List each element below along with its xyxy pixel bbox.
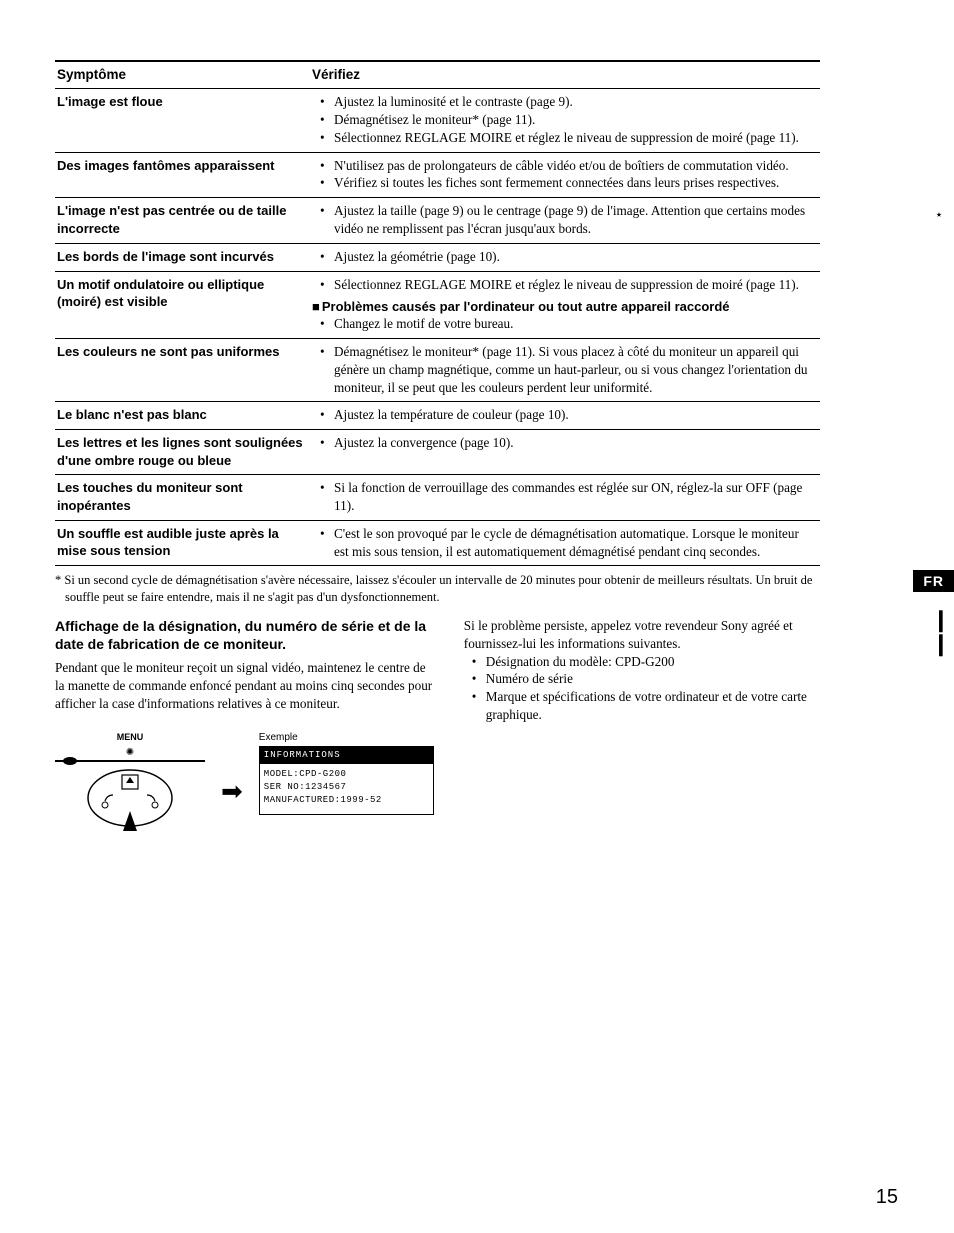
list-item: Ajustez la taille (page 9) ou le centrag… — [324, 202, 814, 238]
troubleshooting-table: Symptôme Vérifiez L'image est floue Ajust… — [55, 60, 820, 566]
verify-sublist: Changez le motif de votre bureau. — [312, 315, 814, 333]
joystick-icon: ✺ — [55, 743, 205, 833]
left-heading: Affichage de la désignation, du numéro d… — [55, 617, 434, 653]
edge-marks: ❙❙ — [932, 608, 950, 656]
osd-line3: MANUFACTURED:1999-52 — [264, 794, 429, 807]
list-item: N'utilisez pas de prolongateurs de câble… — [324, 157, 814, 175]
list-item: Changez le motif de votre bureau. — [324, 315, 814, 333]
osd-line1: MODEL:CPD-G200 — [264, 768, 429, 781]
list-item: Numéro de série — [476, 670, 820, 688]
symptom-cell: Les lettres et les lignes sont soulignée… — [55, 430, 310, 475]
table-row: Le blanc n'est pas blanc Ajustez la tempé… — [55, 402, 820, 430]
verify-cell: C'est le son provoqué par le cycle de dé… — [310, 520, 820, 566]
sub-heading: Problèmes causés par l'ordinateur ou tou… — [312, 298, 814, 316]
list-item: Sélectionnez REGLAGE MOIRE et réglez le … — [324, 129, 814, 147]
list-item: Désignation du modèle: CPD-G200 — [476, 653, 820, 671]
th-verify: Vérifiez — [310, 61, 820, 89]
verify-list: Ajustez la température de couleur (page … — [312, 406, 814, 424]
symptom-cell: L'image est floue — [55, 89, 310, 152]
verify-cell: Ajustez la géométrie (page 10). — [310, 243, 820, 271]
table-row: Un souffle est audible juste après la mi… — [55, 520, 820, 566]
verify-list: Ajustez la géométrie (page 10). — [312, 248, 814, 266]
verify-list: Ajustez la convergence (page 10). — [312, 434, 814, 452]
control-diagram: MENU ✺ — [55, 731, 205, 838]
symptom-cell: Les bords de l'image sont incurvés — [55, 243, 310, 271]
osd-line2: SER NO:1234567 — [264, 781, 429, 794]
symptom-cell: Un souffle est audible juste après la mi… — [55, 520, 310, 566]
verify-cell: Ajustez la taille (page 9) ou le centrag… — [310, 198, 820, 244]
verify-list: N'utilisez pas de prolongateurs de câble… — [312, 157, 814, 193]
symptom-cell: Les touches du moniteur sont inopérantes — [55, 475, 310, 521]
footnote: * Si un second cycle de démagnétisation … — [55, 572, 820, 605]
table-row: Un motif ondulatoire ou elliptique (moir… — [55, 271, 820, 338]
page-content: Symptôme Vérifiez L'image est floue Ajust… — [0, 0, 870, 838]
osd-example-label: Exemple — [259, 731, 434, 745]
symptom-cell: Un motif ondulatoire ou elliptique (moir… — [55, 271, 310, 338]
verify-cell: Sélectionnez REGLAGE MOIRE et réglez le … — [310, 271, 820, 338]
right-list: Désignation du modèle: CPD-G200Numéro de… — [464, 653, 820, 724]
table-row: Les touches du moniteur sont inopérantes… — [55, 475, 820, 521]
right-p1: Si le problème persiste, appelez votre r… — [464, 617, 820, 653]
verify-cell: N'utilisez pas de prolongateurs de câble… — [310, 152, 820, 198]
menu-label: MENU — [55, 731, 205, 743]
language-tab: FR — [913, 570, 954, 592]
symptom-cell: Le blanc n'est pas blanc — [55, 402, 310, 430]
symptom-cell: L'image n'est pas centrée ou de taille i… — [55, 198, 310, 244]
list-item: Ajustez la géométrie (page 10). — [324, 248, 814, 266]
osd-body: MODEL:CPD-G200 SER NO:1234567 MANUFACTUR… — [259, 764, 434, 815]
arrow-icon: ➡ — [221, 774, 243, 809]
svg-text:✺: ✺ — [126, 747, 134, 758]
right-column: Si le problème persiste, appelez votre r… — [464, 617, 820, 838]
list-item: Si la fonction de verrouillage des comma… — [324, 479, 814, 515]
verify-list: Ajustez la taille (page 9) ou le centrag… — [312, 202, 814, 238]
verify-list: C'est le son provoqué par le cycle de dé… — [312, 525, 814, 561]
verify-cell: Si la fonction de verrouillage des comma… — [310, 475, 820, 521]
left-column: Affichage de la désignation, du numéro d… — [55, 617, 434, 838]
list-item: Ajustez la luminosité et le contraste (p… — [324, 93, 814, 111]
list-item: Vérifiez si toutes les fiches sont ferme… — [324, 174, 814, 192]
symptom-cell: Des images fantômes apparaissent — [55, 152, 310, 198]
verify-cell: Démagnétisez le moniteur* (page 11). Si … — [310, 338, 820, 401]
list-item: Ajustez la température de couleur (page … — [324, 406, 814, 424]
diagram-row: MENU ✺ — [55, 731, 434, 838]
edge-mark-small: ٭ — [936, 208, 942, 221]
table-row: L'image est floue Ajustez la luminosité e… — [55, 89, 820, 152]
left-body: Pendant que le moniteur reçoit un signal… — [55, 659, 434, 712]
list-item: Sélectionnez REGLAGE MOIRE et réglez le … — [324, 276, 814, 294]
two-column-section: Affichage de la désignation, du numéro d… — [55, 617, 820, 838]
table-row: Des images fantômes apparaissent N'utilis… — [55, 152, 820, 198]
verify-cell: Ajustez la luminosité et le contraste (p… — [310, 89, 820, 152]
list-item: Marque et spécifications de votre ordina… — [476, 688, 820, 724]
verify-list: Sélectionnez REGLAGE MOIRE et réglez le … — [312, 276, 814, 294]
table-row: L'image n'est pas centrée ou de taille i… — [55, 198, 820, 244]
list-item: Ajustez la convergence (page 10). — [324, 434, 814, 452]
table-row: Les bords de l'image sont incurvés Ajuste… — [55, 243, 820, 271]
list-item: Démagnétisez le moniteur* (page 11). Si … — [324, 343, 814, 396]
table-row: Les lettres et les lignes sont soulignée… — [55, 430, 820, 475]
symptom-cell: Les couleurs ne sont pas uniformes — [55, 338, 310, 401]
verify-cell: Ajustez la température de couleur (page … — [310, 402, 820, 430]
th-symptom: Symptôme — [55, 61, 310, 89]
list-item: Démagnétisez le moniteur* (page 11). — [324, 111, 814, 129]
osd-example: Exemple INFORMATIONS MODEL:CPD-G200 SER … — [259, 731, 434, 815]
page-number: 15 — [876, 1186, 898, 1209]
verify-list: Si la fonction de verrouillage des comma… — [312, 479, 814, 515]
osd-header: INFORMATIONS — [259, 746, 434, 764]
verify-list: Démagnétisez le moniteur* (page 11). Si … — [312, 343, 814, 396]
list-item: C'est le son provoqué par le cycle de dé… — [324, 525, 814, 561]
verify-cell: Ajustez la convergence (page 10). — [310, 430, 820, 475]
table-row: Les couleurs ne sont pas uniformes Démagn… — [55, 338, 820, 401]
verify-list: Ajustez la luminosité et le contraste (p… — [312, 93, 814, 146]
